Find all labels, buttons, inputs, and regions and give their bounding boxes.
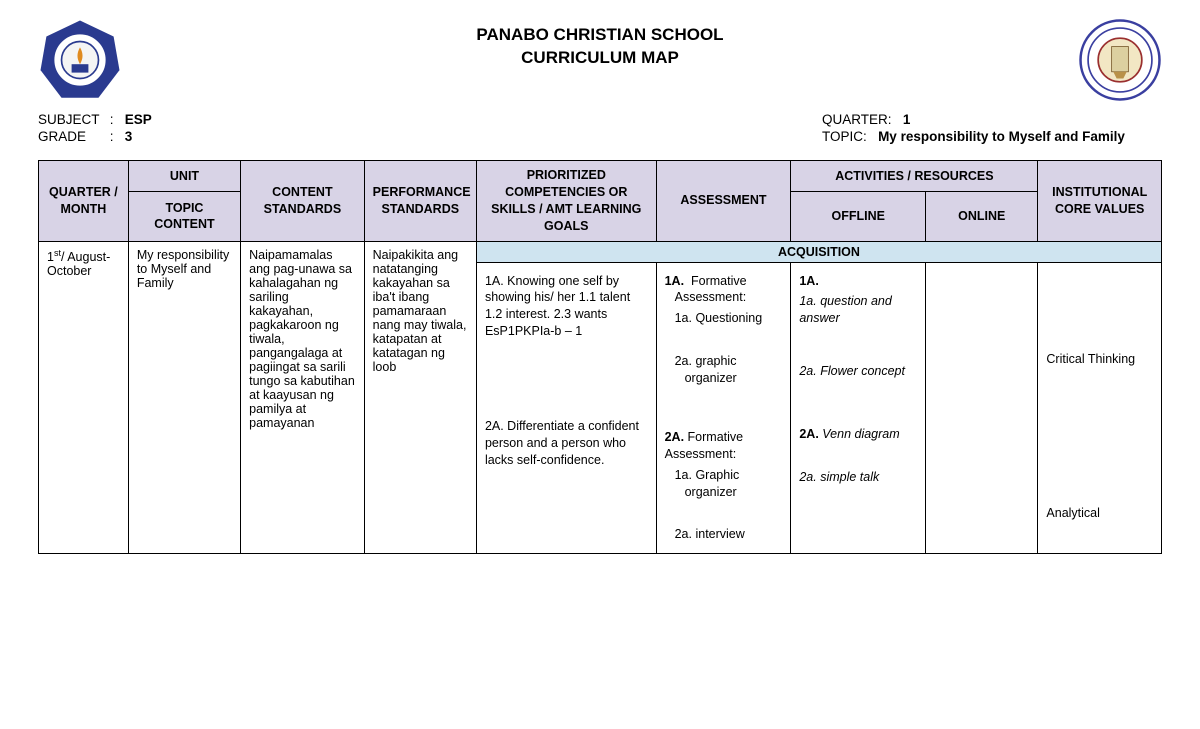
core-value-1: Critical Thinking <box>1046 351 1153 368</box>
acquisition-bar: ACQUISITION <box>476 241 1161 262</box>
cell-competencies: 1A. Knowing one self by showing his/ her… <box>476 262 656 554</box>
deped-logo-right <box>1078 18 1162 102</box>
assess-1a-head: 1A. FormativeAssessment: <box>665 273 783 307</box>
document-title: CURRICULUM MAP <box>122 47 1078 70</box>
subject-value: ESP <box>125 112 152 127</box>
core-value-2: Analytical <box>1046 505 1153 522</box>
offline-1a-head: 1A. <box>799 273 917 290</box>
col-content-standards: CONTENT STANDARDS <box>241 161 365 242</box>
col-performance-standards: PERFORMANCE STANDARDS <box>364 161 476 242</box>
col-quarter-month: QUARTER / MONTH <box>39 161 129 242</box>
offline-2a-head: 2A. Venn diagram <box>799 426 917 443</box>
grade-label: GRADE <box>38 129 106 144</box>
offline-1a-b: 2a. Flower concept <box>799 363 917 380</box>
offline-1a-a: 1a. question and answer <box>799 293 917 327</box>
col-unit-top: UNIT <box>128 161 240 192</box>
assess-1a-a: 1a. Questioning <box>665 310 783 327</box>
quarter-label: QUARTER: <box>822 112 892 127</box>
competency-1a: 1A. Knowing one self by showing his/ her… <box>485 273 648 341</box>
table-row: 1st/ August- October My responsibility t… <box>39 241 1162 262</box>
assess-2a-head: 2A. FormativeAssessment: <box>665 429 783 463</box>
assess-2a-a: 1a. Graphicorganizer <box>665 467 783 501</box>
table-header: QUARTER / MONTH UNIT CONTENT STANDARDS P… <box>39 161 1162 242</box>
competency-2a: 2A. Differentiate a confident person and… <box>485 418 648 469</box>
col-unit-bottom: TOPIC CONTENT <box>128 192 240 241</box>
col-activities-group: ACTIVITIES / RESOURCES <box>791 161 1038 192</box>
cell-core-values: Critical Thinking Analytical <box>1038 262 1162 554</box>
subject-label: SUBJECT <box>38 112 106 127</box>
title-block: PANABO CHRISTIAN SCHOOL CURRICULUM MAP <box>122 18 1078 70</box>
cell-online <box>926 262 1038 554</box>
meta-left: SUBJECT : ESP GRADE : 3 <box>38 110 152 146</box>
topic-value: My responsibility to Myself and Family <box>878 129 1125 144</box>
curriculum-table: QUARTER / MONTH UNIT CONTENT STANDARDS P… <box>38 160 1162 554</box>
topic-label: TOPIC: <box>822 129 867 144</box>
meta-row: SUBJECT : ESP GRADE : 3 QUARTER: 1 TOPIC… <box>38 110 1162 146</box>
cell-offline: 1A. 1a. question and answer 2a. Flower c… <box>791 262 926 554</box>
quarter-value: 1 <box>903 112 911 127</box>
cell-unit: My responsibility to Myself and Family <box>128 241 240 554</box>
offline-2a-b: 2a. simple talk <box>799 469 917 486</box>
meta-right: QUARTER: 1 TOPIC: My responsibility to M… <box>822 110 1162 146</box>
col-offline: OFFLINE <box>791 192 926 241</box>
cell-performance-standards: Naipakikita ang natatanging kakayahan sa… <box>364 241 476 554</box>
grade-value: 3 <box>125 129 133 144</box>
assess-1a-b: 2a. graphicorganizer <box>665 353 783 387</box>
col-assessment: ASSESSMENT <box>656 161 791 242</box>
col-core-values: INSTITUTIONAL CORE VALUES <box>1038 161 1162 242</box>
page-header: PANABO CHRISTIAN SCHOOL CURRICULUM MAP <box>38 18 1162 102</box>
school-logo-left <box>38 18 122 102</box>
cell-quarter-month: 1st/ August- October <box>39 241 129 554</box>
col-online: ONLINE <box>926 192 1038 241</box>
school-name: PANABO CHRISTIAN SCHOOL <box>122 24 1078 47</box>
cell-assessment: 1A. FormativeAssessment: 1a. Questioning… <box>656 262 791 554</box>
assess-2a-b: 2a. interview <box>665 526 783 543</box>
col-competencies: PRIORITIZED COMPETENCIES OR SKILLS / AMT… <box>476 161 656 242</box>
cell-content-standards: Naipamamalas ang pag-unawa sa kahalagaha… <box>241 241 365 554</box>
